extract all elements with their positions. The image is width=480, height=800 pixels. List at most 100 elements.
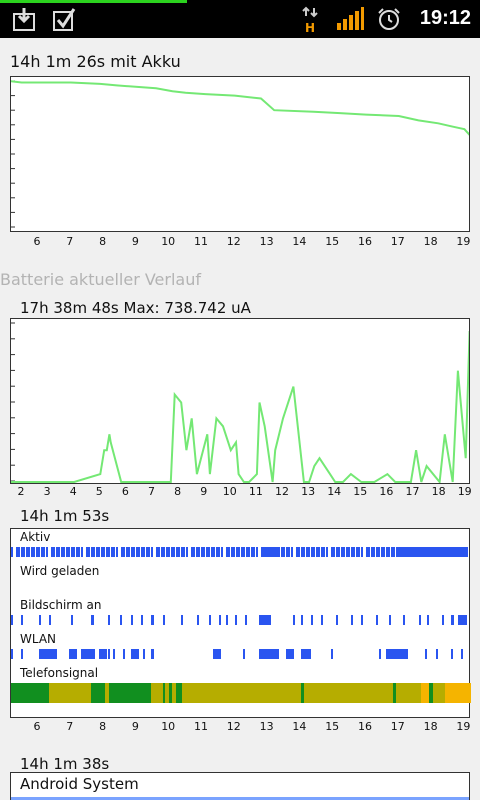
app-usage-bar bbox=[11, 797, 469, 800]
screen-on-segment bbox=[235, 615, 237, 625]
current-axis-tick-18: 18 bbox=[431, 485, 446, 498]
screen-on-segment bbox=[141, 615, 143, 625]
app-name-android-system[interactable]: Android System bbox=[20, 775, 139, 793]
signals-axis-tick-10: 10 bbox=[161, 720, 176, 733]
active-segment bbox=[91, 547, 95, 557]
screen-on-segment bbox=[219, 615, 221, 625]
screen-on-segment bbox=[361, 615, 363, 625]
current-x-axis: 2 3 4 5 6 7 8 9 10 11 12 13 14 15 16 17 18 19 bbox=[10, 485, 472, 499]
screen-on-segment bbox=[458, 615, 467, 625]
active-segment bbox=[206, 547, 210, 557]
current-axis-tick-15: 15 bbox=[353, 485, 368, 498]
screen-on-segment bbox=[91, 615, 94, 625]
signals-chart[interactable]: Aktiv Wird geladen Bildschirm an WLAN Te… bbox=[10, 528, 471, 718]
svg-text:H: H bbox=[305, 21, 315, 34]
current-plot bbox=[11, 322, 469, 483]
active-segment bbox=[131, 547, 135, 557]
signals-axis-tick-12: 12 bbox=[226, 720, 241, 733]
signals-x-axis: 6 7 8 9 10 11 12 13 14 15 16 17 18 19 bbox=[10, 720, 471, 734]
active-segment bbox=[196, 547, 200, 557]
active-segment bbox=[136, 547, 140, 557]
screen-on-segment bbox=[321, 615, 323, 625]
wlan-segment bbox=[286, 649, 294, 659]
signal-label-wlan: WLAN bbox=[20, 632, 57, 646]
wlan-segment bbox=[11, 649, 13, 659]
current-graph-title: 17h 38m 48s Max: 738.742 uA bbox=[20, 299, 251, 317]
screen-on-segment bbox=[21, 615, 23, 625]
active-segment bbox=[81, 547, 83, 557]
battery-axis-tick-8: 8 bbox=[99, 235, 107, 248]
active-segment bbox=[321, 547, 325, 557]
signals-axis-tick-18: 18 bbox=[423, 720, 438, 733]
wlan-segment bbox=[143, 649, 145, 659]
wlan-segment bbox=[461, 649, 463, 659]
current-axis-tick-12: 12 bbox=[275, 485, 289, 498]
wlan-segment bbox=[113, 649, 115, 659]
active-segment bbox=[186, 547, 188, 557]
current-axis-tick-9: 9 bbox=[200, 485, 208, 498]
active-segment bbox=[306, 547, 310, 557]
screen-on-segment bbox=[49, 615, 51, 625]
signal-bars-icon bbox=[336, 6, 364, 36]
active-segment bbox=[86, 547, 90, 557]
wlan-segment bbox=[331, 649, 333, 659]
screen-on-segment bbox=[197, 615, 199, 625]
phone-segment bbox=[301, 683, 304, 703]
active-segment bbox=[241, 547, 245, 557]
screen-on-segment bbox=[39, 615, 41, 625]
active-segment bbox=[151, 547, 153, 557]
battery-axis-tick-14: 14 bbox=[292, 235, 307, 248]
battery-axis-tick-13: 13 bbox=[259, 235, 274, 248]
screen-on-segment bbox=[311, 615, 313, 625]
active-segment bbox=[291, 547, 293, 557]
current-axis-tick-16: 16 bbox=[379, 485, 394, 498]
active-segment bbox=[341, 547, 345, 557]
wlan-segment bbox=[386, 649, 408, 659]
current-chart[interactable] bbox=[10, 318, 470, 484]
notification-progress-bar bbox=[0, 0, 187, 3]
signals-axis-tick-7: 7 bbox=[66, 720, 74, 733]
phone-segment bbox=[11, 683, 49, 703]
current-axis-tick-17: 17 bbox=[405, 485, 420, 498]
active-segment bbox=[101, 547, 105, 557]
battery-axis-tick-11: 11 bbox=[194, 235, 208, 248]
battery-level-chart[interactable] bbox=[10, 76, 470, 232]
active-segment bbox=[331, 547, 335, 557]
wlan-segment bbox=[21, 649, 23, 659]
active-segment bbox=[46, 547, 48, 557]
screen-on-segment bbox=[181, 615, 183, 625]
battery-axis-tick-10: 10 bbox=[161, 235, 176, 248]
signals-axis-tick-9: 9 bbox=[131, 720, 139, 733]
active-segment bbox=[326, 547, 328, 557]
battery-x-axis: 6 7 8 9 10 11 12 13 14 15 16 17 18 19 bbox=[10, 235, 471, 249]
active-segment bbox=[106, 547, 110, 557]
active-segment bbox=[366, 547, 370, 557]
active-signal-bar bbox=[11, 547, 469, 557]
active-segment bbox=[31, 547, 35, 557]
screen-on-segment bbox=[336, 615, 338, 625]
active-segment bbox=[361, 547, 363, 557]
current-axis-tick-14: 14 bbox=[327, 485, 342, 498]
active-segment bbox=[376, 547, 380, 557]
signals-duration-title: 14h 1m 53s bbox=[20, 507, 110, 525]
screen-on-segment bbox=[259, 615, 271, 625]
app-usage-duration-title: 14h 1m 38s bbox=[20, 755, 110, 773]
wlan-segment bbox=[379, 649, 381, 659]
current-axis-tick-10: 10 bbox=[222, 485, 237, 498]
screen-on-segment bbox=[11, 615, 13, 625]
active-segment bbox=[126, 547, 130, 557]
app-usage-list[interactable]: Android System bbox=[10, 772, 470, 800]
active-segment bbox=[301, 547, 305, 557]
screen-on-segment bbox=[120, 615, 122, 625]
battery-axis-tick-17: 17 bbox=[390, 235, 405, 248]
current-axis-tick-4: 4 bbox=[69, 485, 77, 498]
active-segment bbox=[181, 547, 185, 557]
active-segment bbox=[311, 547, 315, 557]
wlan-segment bbox=[213, 649, 221, 659]
wlan-segment bbox=[108, 649, 110, 659]
screen-on-segment bbox=[419, 615, 421, 625]
status-clock: 19:12 bbox=[419, 7, 471, 29]
active-segment bbox=[386, 547, 390, 557]
active-segment bbox=[96, 547, 100, 557]
active-segment bbox=[51, 547, 55, 557]
